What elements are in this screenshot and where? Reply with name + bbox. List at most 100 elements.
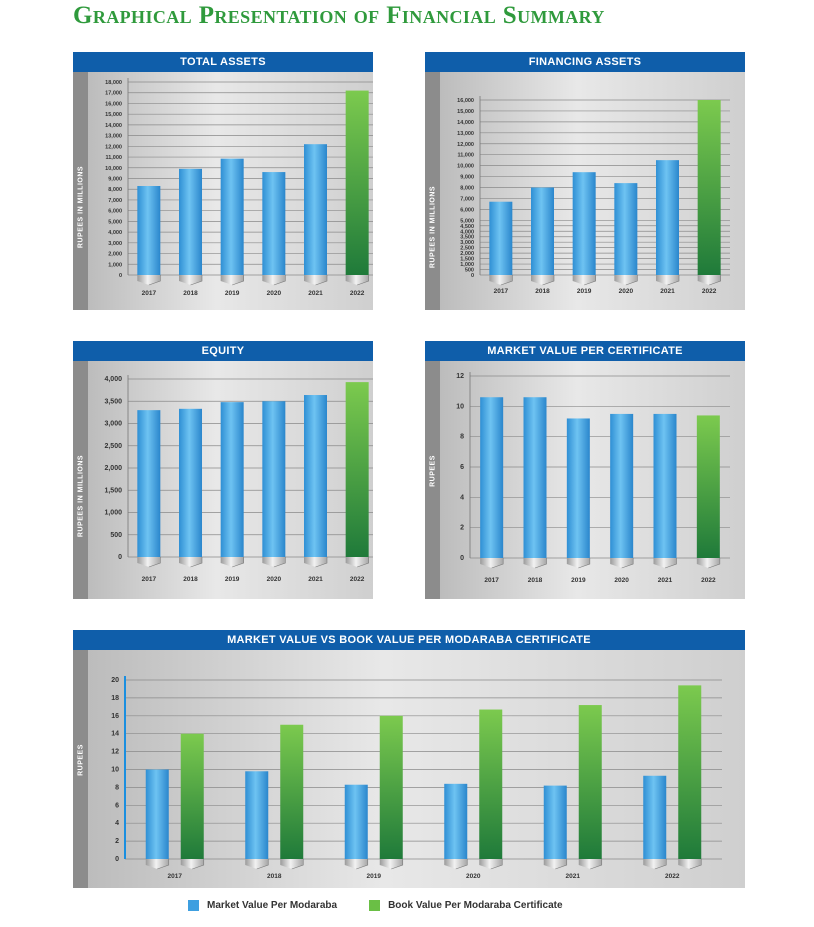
bar-base (697, 275, 721, 285)
bar-base-edge (256, 859, 269, 870)
y-tick-label: 4,500 (460, 224, 474, 230)
legend-label: Market Value Per Modaraba (207, 900, 338, 911)
y-tick-label: 8 (460, 434, 464, 441)
bar-base (280, 859, 304, 869)
bar-base-edge (315, 557, 328, 568)
bar-base-edge (689, 859, 702, 870)
bar-base (653, 558, 677, 568)
y-tick-label: 11,000 (105, 155, 122, 161)
y-tick-label: 2 (115, 838, 119, 845)
bar-base-edge (590, 859, 603, 870)
y-tick-label: 10,000 (105, 166, 122, 172)
y-tick-label: 4,000 (104, 376, 122, 383)
bar (262, 401, 286, 557)
y-tick-label: 3,500 (460, 235, 474, 241)
y-tick-label: 0 (118, 554, 122, 561)
y-tick-label: 8,000 (460, 186, 474, 192)
legend: Market Value Per Modaraba Book Value Per… (188, 900, 595, 911)
bar-base-edge (578, 558, 591, 569)
x-tick-label: 2020 (619, 288, 634, 295)
x-tick-label: 2019 (571, 577, 586, 584)
y-tick-label: 12,000 (457, 142, 474, 148)
y-tick-label: 2,000 (460, 251, 474, 257)
y-tick-label: 20 (111, 677, 119, 684)
bar-base (179, 557, 202, 567)
bar-base-edge (357, 275, 369, 286)
y-tick-label: 18 (111, 695, 119, 702)
bar-base (344, 859, 368, 869)
y-tick-label: 10,000 (457, 164, 474, 170)
x-tick-label: 2021 (308, 576, 323, 583)
y-tick-label: 9,000 (460, 175, 474, 181)
bar (489, 201, 513, 275)
bar (137, 186, 161, 275)
x-tick-label: 2017 (484, 577, 499, 584)
y-tick-label: 7,000 (108, 198, 122, 204)
bar (280, 724, 304, 859)
bar-base (304, 275, 327, 285)
x-tick-label: 2018 (535, 288, 550, 295)
bar-base (220, 557, 244, 567)
y-tick-label: 6,000 (460, 207, 474, 213)
y-tick-label: 10 (111, 767, 119, 774)
y-tick-label: 0 (119, 273, 122, 279)
x-tick-label: 2018 (267, 873, 282, 880)
bar-base (523, 558, 547, 568)
bar-base-edge (534, 558, 547, 569)
market-value-plot: 0 2 4 6 8 10 12 2017 2018 2019 2020 2021 2022 (456, 372, 730, 584)
bar (614, 183, 638, 275)
equity-chart: EQUITY RUPEES IN MILLIONS 0 500 1,000 1,500… (73, 341, 373, 599)
x-tick-label: 2019 (225, 290, 240, 297)
bar-base-edge (232, 557, 244, 568)
legend-item-market: Market Value Per Modaraba (188, 900, 337, 911)
bar-base-edge (291, 859, 304, 870)
y-tick-label: 1,500 (104, 487, 122, 494)
bar-base (678, 859, 702, 869)
chart-side-bar (73, 72, 88, 310)
bar (697, 100, 721, 275)
x-tick-label: 2021 (660, 288, 675, 295)
legend-swatch-book (369, 900, 381, 911)
bar-base-edge (192, 859, 205, 870)
bar-base-edge (708, 558, 721, 569)
y-tick-label: 3,000 (108, 241, 122, 247)
bar (479, 709, 503, 859)
bar (480, 397, 504, 558)
y-tick-label: 7,000 (460, 196, 474, 202)
bar (304, 395, 327, 557)
financing-assets-plot: 05001,0001,5002,0002,5003,0003,5004,0004… (457, 96, 730, 295)
bar (145, 769, 169, 859)
y-tick-label: 1,000 (104, 510, 122, 517)
bar (220, 158, 244, 275)
bar-base (137, 557, 161, 567)
bar-base-edge (190, 557, 203, 568)
bar-base (345, 275, 369, 285)
y-tick-label: 3,500 (104, 398, 122, 405)
legend-label: Book Value Per Modaraba Certificate (388, 900, 563, 911)
y-tick-label: 4 (460, 494, 464, 501)
bar (179, 168, 202, 275)
bar (572, 172, 596, 275)
bar-base (220, 275, 244, 285)
bar-base-edge (542, 275, 555, 286)
x-tick-label: 2019 (225, 576, 240, 583)
bar (179, 408, 202, 557)
y-tick-label: 4,000 (460, 229, 474, 235)
bar (344, 784, 368, 859)
bar (543, 785, 567, 859)
y-tick-label: 8,000 (108, 187, 122, 193)
y-tick-label: 6,000 (108, 209, 122, 215)
y-tick-label: 8 (115, 784, 119, 791)
bar-base-edge (273, 557, 286, 568)
x-tick-label: 2022 (350, 576, 365, 583)
bar (610, 413, 634, 558)
bar-base (566, 558, 590, 568)
bar (653, 413, 677, 558)
x-tick-label: 2017 (168, 873, 183, 880)
chart-title: MARKET VALUE PER CERTIFICATE (425, 341, 745, 361)
bar-base-edge (148, 275, 161, 286)
y-tick-label: 4,000 (108, 230, 122, 236)
bar-base-edge (491, 558, 504, 569)
bar (656, 160, 679, 275)
